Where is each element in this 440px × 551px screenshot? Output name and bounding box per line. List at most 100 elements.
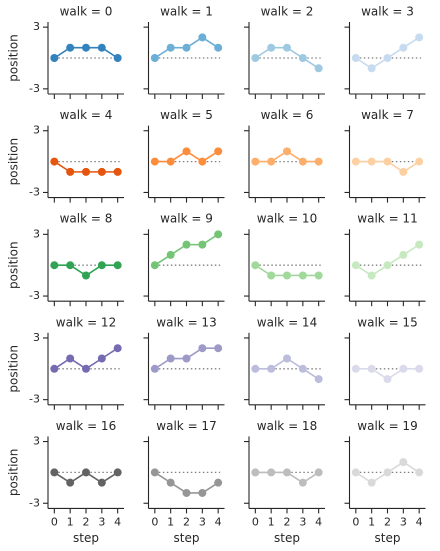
x-axis-label: step [274, 531, 300, 545]
y-tick-label: 3 [33, 20, 40, 33]
panel-title: walk = 19 [357, 419, 417, 433]
x-tick-label: 3 [98, 515, 105, 528]
panel-title: walk = 2 [261, 5, 314, 19]
walk-point [415, 468, 424, 477]
walk-point [150, 468, 159, 477]
walk-point [113, 54, 122, 62]
walk-point [198, 240, 207, 249]
panel-title: walk = 14 [257, 315, 317, 329]
walk-point [251, 261, 260, 270]
walk-point [283, 354, 291, 363]
walk-point [314, 375, 323, 384]
x-tick-label: 0 [252, 515, 259, 528]
panel-title: walk = 9 [160, 212, 213, 226]
walk-point [399, 458, 408, 467]
walk-point [50, 468, 59, 477]
y-tick-label: -3 [29, 496, 40, 509]
walk-line [355, 243, 420, 277]
x-axis-label: step [375, 531, 401, 545]
walk-point [351, 468, 360, 477]
walk-point [182, 488, 191, 497]
walk-point [214, 43, 223, 52]
walk-point [50, 54, 59, 62]
walk-point [351, 261, 360, 270]
walk-point [50, 261, 59, 270]
x-tick-label: 0 [51, 515, 58, 528]
walk-point [82, 43, 90, 52]
walk-point [150, 54, 159, 62]
panel-title: walk = 5 [160, 108, 213, 122]
walk-point [182, 147, 191, 156]
walk-point [298, 54, 307, 62]
panel-title: walk = 6 [261, 108, 314, 122]
walk-point [298, 157, 307, 166]
walk-point [415, 240, 424, 249]
walk-point [198, 488, 207, 497]
walk-point [198, 344, 207, 353]
walk-point [251, 364, 260, 373]
y-axis-label: position [7, 345, 21, 393]
walk-point [182, 43, 191, 52]
panel-title: walk = 1 [160, 5, 213, 19]
walk-point [97, 478, 106, 487]
walk-point [251, 157, 260, 166]
walk-point [182, 240, 191, 249]
walk-point [150, 364, 159, 373]
walk-point [166, 157, 175, 166]
walk-point [66, 478, 75, 487]
walk-point [399, 43, 408, 52]
walk-point [198, 33, 207, 42]
walk-point [367, 64, 376, 73]
walk-point [182, 354, 191, 363]
x-axis-label: step [73, 531, 99, 545]
walk-point [267, 157, 276, 166]
walk-point [113, 344, 122, 353]
y-axis-label: position [7, 138, 21, 186]
walk-point [113, 468, 122, 477]
x-tick-label: 1 [268, 515, 275, 528]
walk-point [198, 157, 207, 166]
walk-point [166, 478, 175, 487]
x-tick-label: 1 [67, 515, 74, 528]
panel-title: walk = 12 [56, 315, 116, 329]
walk-point [399, 250, 408, 259]
walk-point [383, 54, 392, 62]
walk-point [66, 167, 75, 176]
walk-point [383, 468, 392, 477]
walk-point [367, 478, 376, 487]
walk-point [283, 43, 291, 52]
walk-point [166, 354, 175, 363]
y-tick-label: -3 [29, 185, 40, 198]
walk-point [82, 167, 90, 176]
walk-point [351, 364, 360, 373]
x-tick-label: 3 [199, 515, 206, 528]
y-tick-label: -3 [29, 393, 40, 406]
x-axis-label: step [174, 531, 200, 545]
panel-title: walk = 18 [257, 419, 317, 433]
y-axis-label: position [7, 449, 21, 497]
x-tick-label: 4 [315, 515, 322, 528]
walk-point [367, 271, 376, 280]
walk-point [82, 468, 90, 477]
walk-point [251, 468, 260, 477]
walk-point [267, 364, 276, 373]
walk-line [154, 233, 219, 266]
panel-title: walk = 3 [361, 5, 414, 19]
walk-point [399, 167, 408, 176]
walk-point [214, 344, 223, 353]
x-tick-label: 2 [384, 515, 391, 528]
walk-point [283, 468, 291, 477]
walk-point [415, 33, 424, 42]
panel-title: walk = 17 [156, 419, 216, 433]
walk-point [351, 54, 360, 62]
walk-point [367, 157, 376, 166]
walk-point [283, 271, 291, 280]
x-tick-label: 4 [114, 515, 121, 528]
x-tick-label: 1 [368, 515, 375, 528]
x-tick-label: 4 [416, 515, 423, 528]
panel-title: walk = 8 [60, 212, 113, 226]
walk-point [150, 157, 159, 166]
walk-point [66, 261, 75, 270]
x-tick-label: 0 [151, 515, 158, 528]
